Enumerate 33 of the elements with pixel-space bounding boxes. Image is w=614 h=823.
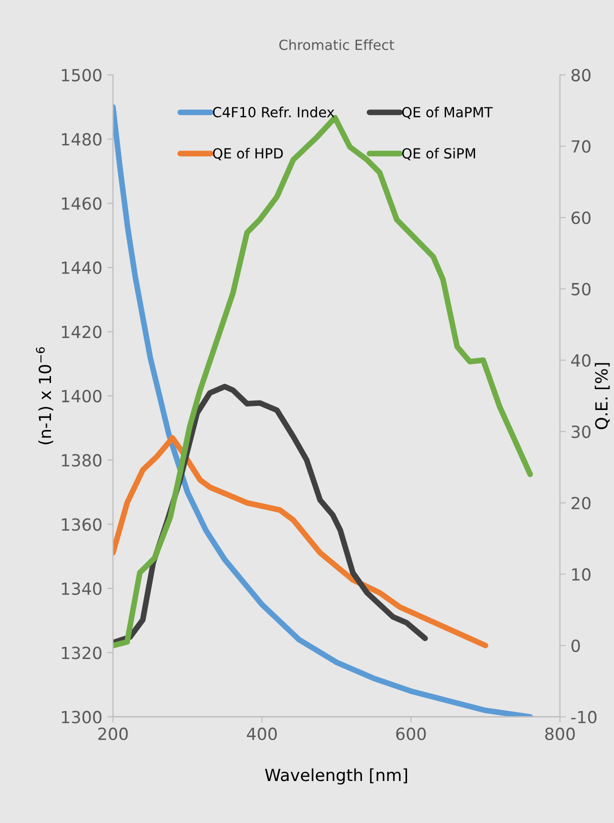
y-tick-label: 1500 [62, 68, 102, 82]
y-tick-label: 1360 [62, 518, 102, 531]
y-tick-label: 1460 [62, 197, 102, 210]
y-tick-label: 1320 [62, 646, 102, 660]
y-tick-label: 1420 [62, 326, 102, 338]
legend-label: QE of HPD [212, 148, 283, 160]
y2-tick-label: 70 [572, 140, 590, 153]
y-tick-label: 1340 [62, 582, 102, 596]
y-axis-title: (n-1) x 10$^{−6}$ [36, 347, 54, 444]
y2-tick-label: 10 [572, 568, 590, 581]
x-axis-title: Wavelength [nm] [265, 768, 408, 785]
y2-tick-label: 50 [572, 282, 590, 296]
y2-axis-title: Q.E. [%] [594, 363, 610, 430]
y2-tick-label: 80 [572, 68, 590, 82]
legend-label: QE of SiPM [402, 148, 476, 160]
y2-tick-label: 0 [571, 639, 580, 652]
x-tick-label: 800 [545, 728, 575, 740]
x-tick-label: 400 [246, 728, 277, 740]
y2-tick-label: 40 [571, 354, 590, 367]
y2-tick-label: 60 [572, 212, 590, 224]
y2-tick-label: 20 [572, 496, 590, 510]
x-tick-label: 600 [396, 728, 426, 740]
chart-title: Chromatic Effect [279, 39, 394, 50]
y-tick-label: 1400 [62, 390, 102, 402]
y-tick-label: 1440 [62, 261, 102, 274]
y-tick-label: 1480 [62, 133, 102, 146]
y-tick-label: 1300 [62, 710, 102, 724]
legend-label: C4F10 Refr. Index [212, 106, 334, 118]
y2-tick-label: -10 [571, 710, 596, 724]
y2-tick-label: 30 [572, 425, 590, 438]
y-tick-label: 1380 [62, 454, 102, 467]
x-tick-label: 200 [98, 728, 128, 740]
legend-label: QE of MaPMT [402, 106, 493, 119]
